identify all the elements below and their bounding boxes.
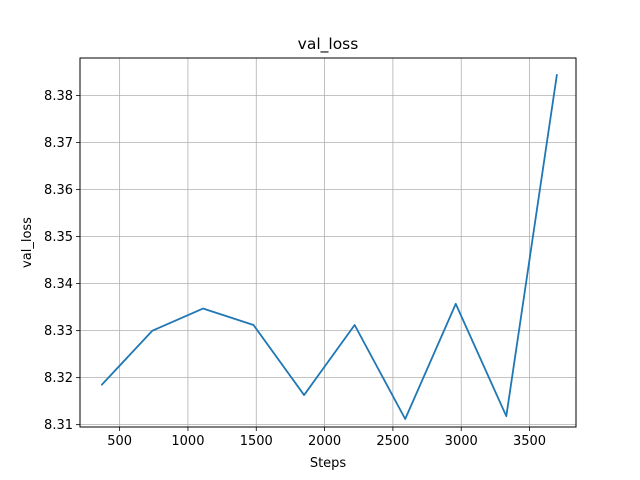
x-tick-label: 2000 [308,434,341,449]
x-tick-label: 2500 [376,434,409,449]
y-tick-label: 8.38 [44,89,73,104]
y-tick-label: 8.35 [44,230,73,245]
x-axis-title: Steps [310,456,347,471]
x-tick-label: 1000 [171,434,204,449]
y-tick-label: 8.32 [44,371,73,386]
y-tick-label: 8.31 [44,418,73,433]
x-tick-label: 500 [107,434,132,449]
grid [80,58,576,427]
y-tick-label: 8.34 [44,277,73,292]
x-tick-label: 3500 [513,434,546,449]
series-line [100,74,558,420]
y-tick-label: 8.37 [44,136,73,151]
chart-title: val_loss [298,35,359,54]
y-axis-title: val_loss [20,217,35,268]
series-layer [100,74,558,420]
plot-area-frame [79,57,577,428]
x-tick-label: 3000 [445,434,478,449]
y-tick-label: 8.33 [44,324,73,339]
x-tick-label: 1500 [240,434,273,449]
axis-ticks: 500 1000 1500 2000 2500 3000 3500 8.31 8.32 8.33 8… [44,89,546,449]
y-tick-label: 8.36 [44,183,73,198]
